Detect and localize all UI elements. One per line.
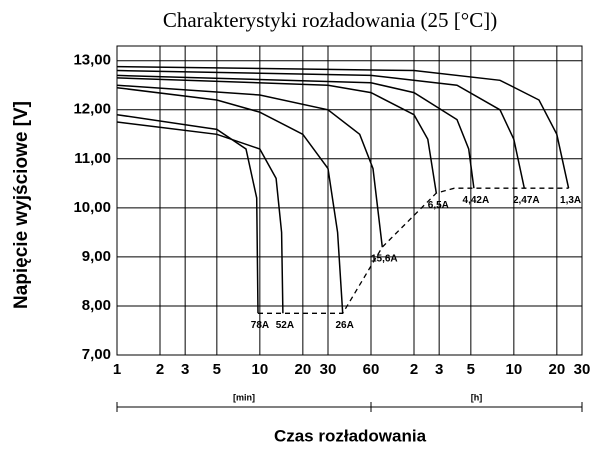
x-tick-label: 20 [295,361,312,378]
y-tick-label: 9,00 [82,248,111,265]
x-tick-label: 30 [574,361,591,378]
series-label: 15,6A [371,254,398,265]
x-tick-label: 5 [213,361,221,378]
unit-scale-label: [h] [471,392,483,402]
series-label: 1,3A [560,195,581,206]
y-tick-label: 12,00 [73,101,111,118]
series-label: 52A [276,320,294,331]
y-tick-label: 10,00 [73,199,111,216]
series-line [116,65,570,189]
x-tick-label: 3 [435,361,443,378]
unit-scale-label: [min] [233,392,255,402]
x-tick-label: 60 [363,361,380,378]
y-tick-label: 13,00 [73,52,111,69]
x-tick-label: 30 [320,361,337,378]
x-tick-label: 1 [113,361,121,378]
series-line [116,74,475,189]
series-line [116,84,384,248]
series-label: 26A [335,320,353,331]
series-line [116,69,526,189]
x-tick-label: 10 [252,361,269,378]
series-line [116,86,344,314]
series-line [116,121,284,314]
y-tick-label: 7,00 [82,346,111,363]
series-line [258,187,569,314]
x-tick-label: 5 [467,361,475,378]
y-tick-label: 11,00 [74,150,111,167]
x-tick-label: 20 [549,361,566,378]
chart-title: Charakterystyki rozładowania (25 [°C]) [163,8,497,32]
series-label: 2,47A [513,195,540,206]
y-axis-label: Napięcie wyjściowe [V] [11,101,32,309]
x-tick-label: 2 [156,361,164,378]
series-label: 78A [251,320,269,331]
series-label: 6,5A [428,200,449,211]
x-tick-label: 2 [410,361,418,378]
series-label: 4,42A [463,195,490,206]
series-line [116,77,438,194]
series-line [116,113,259,314]
x-axis-label: Czas rozładowania [274,426,427,445]
x-tick-label: 10 [506,361,523,378]
x-tick-label: 3 [181,361,189,378]
y-tick-label: 8,00 [82,297,111,314]
